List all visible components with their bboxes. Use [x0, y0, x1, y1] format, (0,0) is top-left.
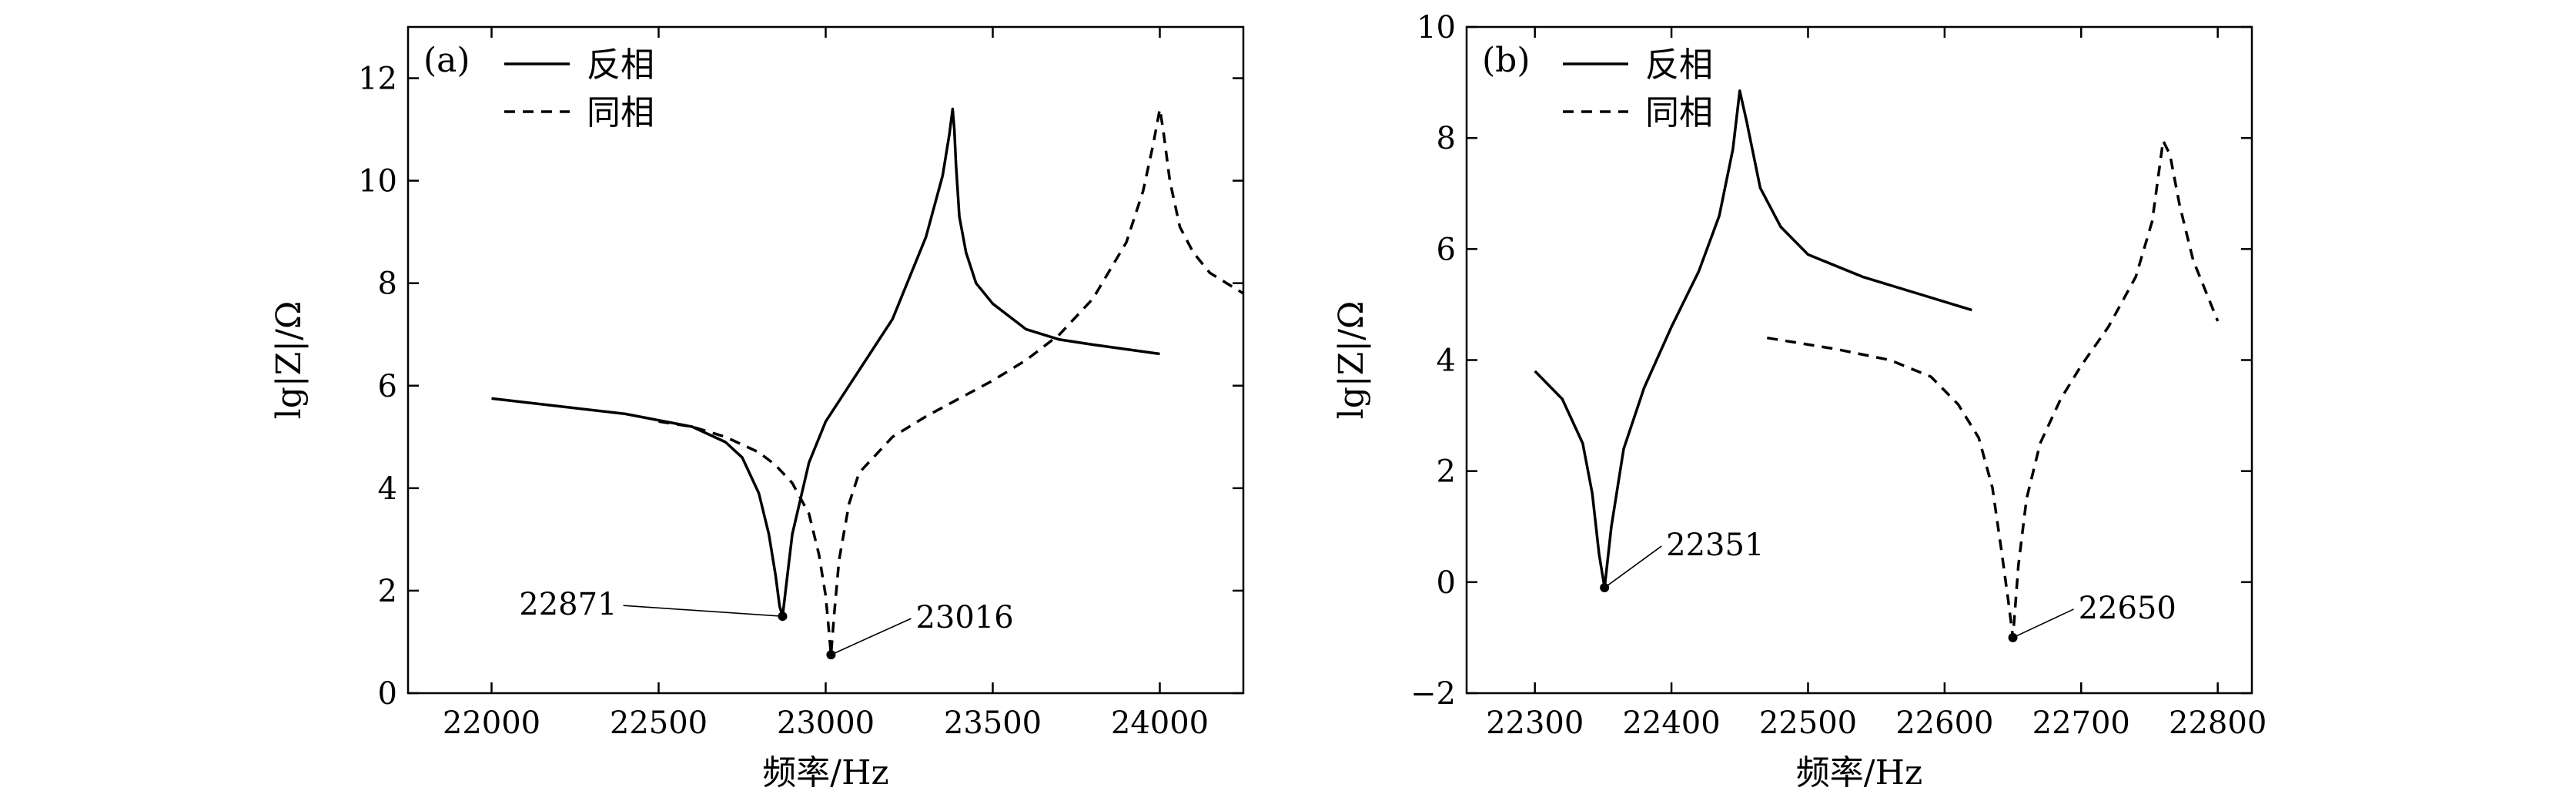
y-tick-label: 10: [1417, 10, 1456, 45]
y-tick-label: 4: [378, 471, 397, 507]
x-axis-label: 频率/Hz: [1796, 753, 1922, 793]
annotation-label: 22351: [1666, 528, 1764, 563]
annotation-leader: [831, 618, 912, 655]
series-line-anti-phase: [1534, 89, 1972, 589]
annotation-label: 22650: [2079, 591, 2176, 626]
y-tick-label: 0: [378, 676, 397, 712]
x-tick-label: 22500: [1759, 705, 1857, 741]
x-tick-label: 22800: [2169, 705, 2267, 741]
chart-panel-b: 22300 22400 22500 22600 22700 22800 −2 0 2 4 6 8 10 频…: [1332, 10, 2267, 793]
series-line-in-phase: [1767, 139, 2220, 639]
y-tick-label: −2: [1410, 676, 1456, 712]
y-axis-label: lg|Z|/Ω: [1332, 301, 1371, 420]
x-tick-label: 23000: [777, 705, 875, 741]
y-tick-label: 6: [1437, 232, 1456, 267]
x-tick-label: 22300: [1486, 705, 1584, 741]
panel-label: (a): [423, 41, 470, 80]
y-tick-label: 10: [358, 164, 397, 199]
panel-label: (b): [1482, 41, 1531, 80]
annotation-label: 23016: [915, 600, 1013, 635]
y-tick-label: 4: [1437, 344, 1456, 379]
y-tick-label: 12: [358, 62, 397, 97]
legend-label: 反相: [587, 45, 654, 85]
annotation-label: 22871: [519, 587, 617, 622]
legend-label: 反相: [1645, 45, 1713, 85]
y-tick-label: 2: [378, 574, 397, 609]
annotation-leader: [2012, 608, 2074, 638]
y-tick-label: 8: [378, 266, 397, 302]
x-tick-label: 24000: [1111, 705, 1209, 741]
y-tick-label: 0: [1437, 565, 1456, 601]
series-line-anti-phase: [491, 107, 1160, 618]
x-tick-label: 22500: [610, 705, 708, 741]
x-tick-label: 23500: [944, 705, 1042, 741]
chart-panel-a: 22000 22500 23000 23500 24000 0 2 4 6 8 10 12 频率/Hz l…: [269, 25, 1245, 793]
annotation-leader: [623, 605, 783, 617]
x-tick-label: 22400: [1622, 705, 1720, 741]
y-tick-label: 8: [1437, 121, 1456, 156]
annotation-leader: [1604, 545, 1662, 588]
x-tick-label: 22000: [443, 705, 540, 741]
series-line-in-phase: [658, 107, 1243, 656]
y-tick-label: 6: [378, 369, 397, 404]
y-axis-label: lg|Z|/Ω: [269, 301, 309, 420]
x-axis-label: 频率/Hz: [762, 753, 888, 793]
legend-label: 同相: [587, 93, 654, 132]
legend-label: 同相: [1645, 93, 1713, 132]
x-tick-label: 22700: [2032, 705, 2130, 741]
x-tick-label: 22600: [1895, 705, 1993, 741]
y-tick-label: 2: [1437, 454, 1456, 490]
